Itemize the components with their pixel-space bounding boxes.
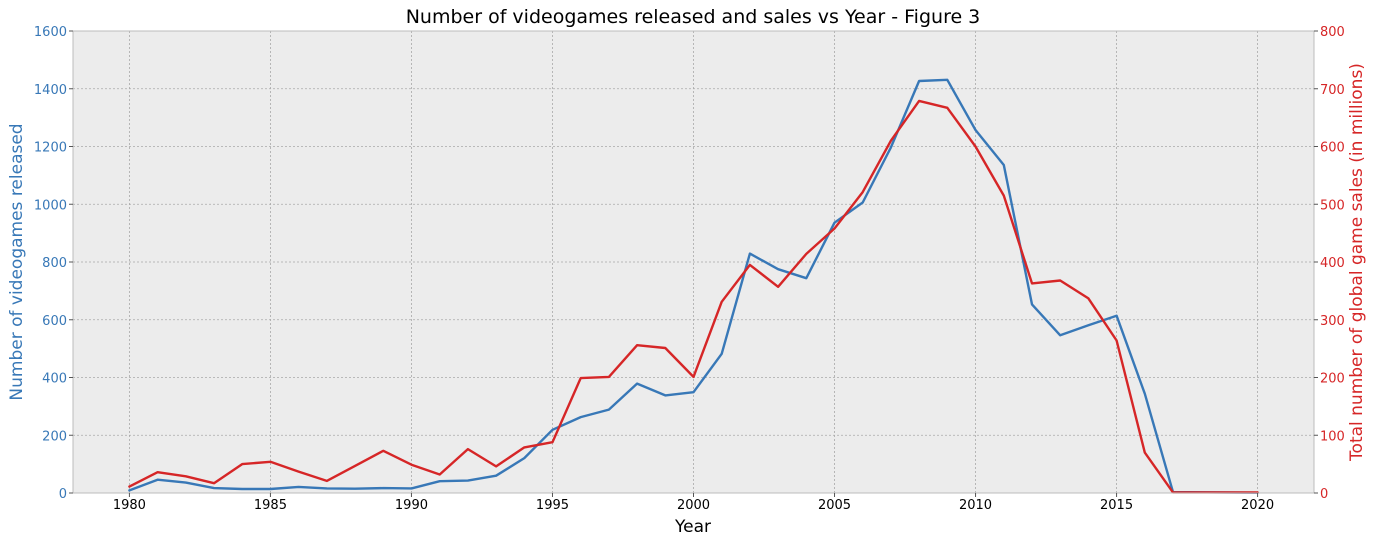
x-tick-label: 1990 [395,498,428,513]
left-y-tick-label: 1600 [34,25,67,40]
x-tick-label: 2000 [677,498,710,513]
left-y-axis-ticks: 0 200 400 600 800 1000 1200 1400 1600 [34,25,73,502]
right-y-axis-label: Total number of global game sales (in mi… [1347,63,1367,462]
x-tick-label: 2020 [1241,498,1274,513]
left-y-tick-label: 600 [42,314,67,329]
left-y-axis-label: Number of videogames released [7,123,27,400]
right-y-tick-label: 0 [1320,487,1328,502]
x-tick-label: 2015 [1100,498,1133,513]
right-y-tick-label: 600 [1320,141,1345,156]
x-tick-label: 1995 [536,498,569,513]
global-sales-line [128,99,1259,494]
x-tick-label: 1985 [254,498,287,513]
right-y-tick-label: 800 [1320,25,1345,40]
left-y-tick-label: 200 [42,429,67,444]
series-lines [128,78,1259,494]
right-y-axis-ticks: 0 100 200 300 400 500 600 700 800 [1314,25,1345,502]
x-tick-label: 1980 [113,498,146,513]
left-y-tick-label: 1000 [34,198,67,213]
left-y-tick-label: 1200 [34,141,67,156]
right-y-tick-label: 400 [1320,256,1345,271]
right-y-tick-label: 700 [1320,83,1345,98]
left-y-tick-label: 0 [59,487,67,502]
right-y-tick-label: 200 [1320,372,1345,387]
x-axis-ticks: 1980 1985 1990 1995 2000 2005 2010 2015 2020 [113,493,1274,513]
left-y-tick-label: 800 [42,256,67,271]
right-y-tick-label: 500 [1320,198,1345,213]
right-y-tick-label: 100 [1320,429,1345,444]
right-y-tick-label: 300 [1320,314,1345,329]
x-tick-label: 2005 [818,498,851,513]
left-y-tick-label: 1400 [34,83,67,98]
x-axis-label: Year [674,517,711,537]
x-tick-label: 2010 [959,498,992,513]
chart-title: Number of videogames released and sales … [406,6,981,28]
left-y-tick-label: 400 [42,372,67,387]
